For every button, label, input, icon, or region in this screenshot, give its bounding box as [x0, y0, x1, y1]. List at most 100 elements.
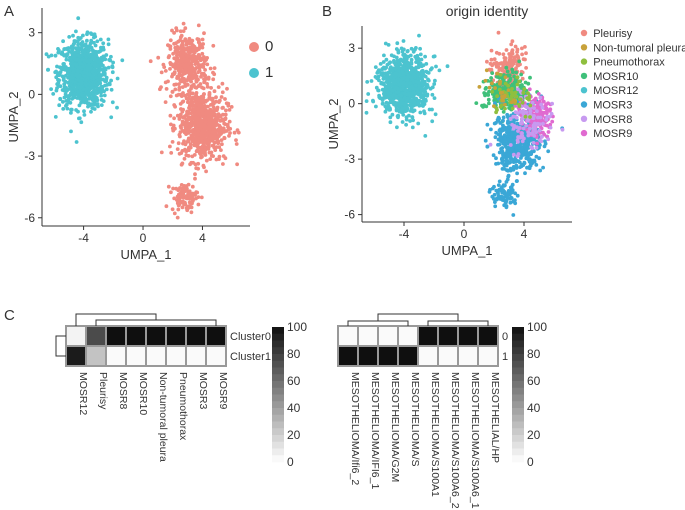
point-0: [193, 176, 197, 181]
point-1: [90, 48, 95, 52]
point-1: [108, 58, 113, 63]
point-mosr8: [539, 139, 544, 144]
point-mosr12: [445, 64, 450, 69]
point-0: [173, 87, 178, 92]
point-mosr3: [498, 131, 503, 136]
point-0: [179, 183, 184, 187]
point-mosr12: [387, 61, 392, 66]
y-axis-title: UMPA_2: [6, 91, 21, 142]
point-0: [174, 59, 179, 63]
point-pneumothorax: [503, 81, 508, 86]
colorbar-tick-label: 60: [527, 374, 541, 388]
point-0: [197, 104, 202, 109]
point-0: [199, 195, 204, 200]
point-1: [97, 68, 102, 73]
point-1: [88, 41, 93, 46]
x-tick-label: 0: [461, 227, 468, 241]
point-mosr12: [418, 52, 423, 57]
point-mosr10: [510, 67, 515, 72]
point-0: [221, 162, 225, 166]
point-0: [190, 104, 194, 108]
point-mosr3: [511, 213, 516, 217]
point-0: [164, 204, 169, 209]
colorbar-step: [272, 448, 284, 456]
colorbar-step: [512, 347, 524, 355]
point-0: [224, 101, 229, 106]
point-0: [200, 51, 205, 56]
point-non-tumoral-pleura: [483, 78, 488, 83]
point-1: [64, 54, 69, 59]
point-0: [207, 150, 212, 155]
point-1: [92, 107, 97, 111]
point-mosr12: [428, 67, 433, 72]
point-mosr8: [524, 110, 529, 114]
point-1: [82, 113, 87, 117]
legend-label: 0: [265, 38, 273, 55]
point-mosr9: [548, 107, 553, 112]
point-mosr10: [512, 83, 517, 88]
point-mosr12: [411, 103, 416, 108]
point-mosr12: [413, 47, 417, 52]
point-0: [221, 126, 226, 131]
point-1: [106, 42, 111, 47]
point-0: [202, 31, 206, 36]
point-pleurisy: [496, 30, 501, 35]
colorbar-tick-label: 0: [287, 455, 294, 469]
heatmap-cell: [439, 347, 457, 365]
heatmap-column-label: MOSR3: [197, 372, 209, 410]
point-mosr12: [416, 90, 420, 94]
point-1: [93, 75, 98, 80]
point-1: [111, 60, 115, 65]
point-mosr3: [485, 144, 490, 149]
point-pleurisy: [489, 48, 494, 53]
heatmap-cell: [479, 327, 497, 345]
point-1: [69, 111, 73, 115]
point-0: [163, 69, 168, 73]
point-0: [175, 45, 180, 49]
point-mosr3: [534, 163, 539, 167]
point-mosr3: [493, 101, 497, 105]
point-0: [188, 107, 193, 112]
point-mosr12: [410, 109, 415, 113]
point-0: [212, 89, 217, 94]
point-0: [181, 29, 186, 33]
point-mosr12: [418, 76, 422, 81]
point-mosr10: [489, 76, 493, 80]
point-mosr3: [504, 163, 509, 168]
point-mosr12: [421, 95, 425, 100]
point-mosr8: [544, 117, 549, 122]
heatmap-column-label: MOSR10: [137, 372, 149, 415]
point-mosr12: [383, 41, 388, 46]
point-1: [58, 96, 63, 101]
data-points: [44, 16, 241, 220]
point-1: [104, 53, 109, 57]
point-mosr12: [399, 87, 403, 92]
point-0: [186, 58, 191, 63]
point-0: [226, 127, 231, 132]
point-0: [214, 145, 219, 150]
point-mosr8: [525, 118, 530, 123]
point-mosr12: [381, 101, 385, 106]
point-1: [79, 120, 84, 125]
point-1: [66, 96, 71, 101]
point-mosr12: [371, 99, 376, 104]
point-0: [179, 107, 183, 111]
point-non-tumoral-pleura: [498, 79, 503, 84]
point-1: [62, 62, 66, 66]
point-0: [183, 83, 188, 88]
point-1: [46, 68, 50, 72]
point-mosr12: [405, 81, 410, 86]
colorbar-step: [272, 360, 284, 368]
point-1: [66, 87, 70, 92]
heatmap-cell: [399, 347, 417, 365]
colorbar-step: [272, 340, 284, 348]
point-mosr12: [410, 115, 415, 119]
point-mosr12: [409, 60, 414, 65]
point-mosr8: [511, 114, 516, 119]
point-0: [173, 104, 178, 109]
point-1: [73, 87, 77, 92]
point-0: [186, 147, 191, 152]
point-mosr8: [534, 145, 539, 150]
heatmap-cell: [127, 347, 145, 365]
point-mosr8: [537, 122, 542, 127]
